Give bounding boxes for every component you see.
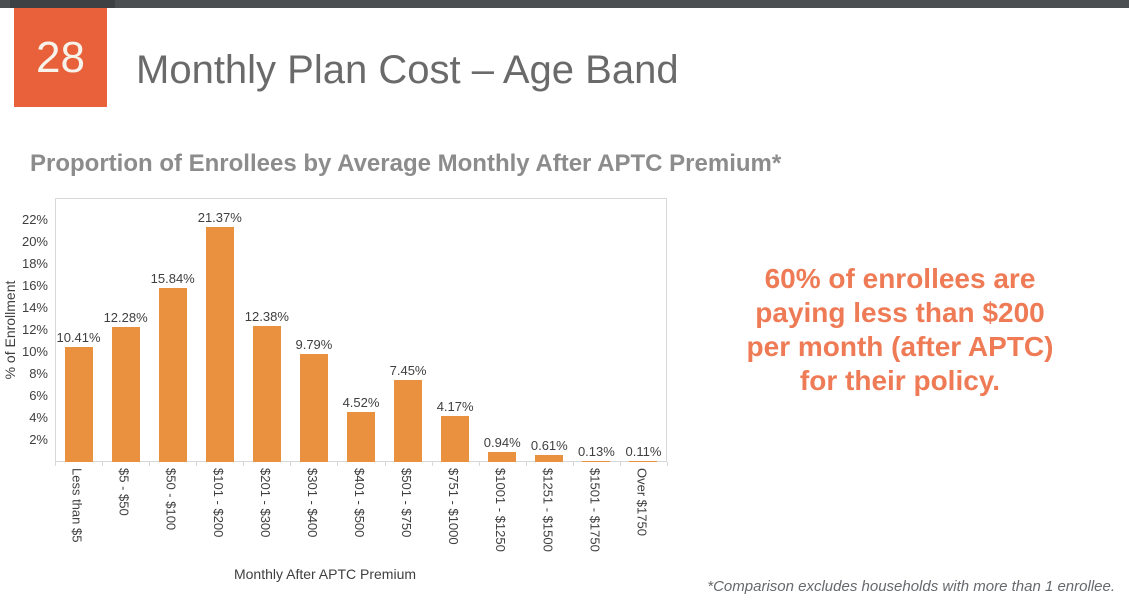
bar <box>488 451 517 462</box>
bar-value-label: 12.38% <box>244 308 289 324</box>
bar <box>299 354 328 462</box>
bar-value-label: 0.13% <box>577 443 615 459</box>
bar <box>252 325 281 462</box>
x-tick-mark <box>572 462 574 466</box>
bar-value-label: 21.37% <box>197 209 242 225</box>
x-tick-mark <box>337 462 339 466</box>
x-tick-label: Less than $5 <box>69 468 85 543</box>
slide-number: 28 <box>36 32 85 82</box>
bar-value-label: 0.94% <box>483 434 521 450</box>
x-tick-label: $751 - $1000 <box>446 468 462 545</box>
x-tick-label: $101 - $200 <box>210 468 226 538</box>
y-tick-label: 4% <box>29 410 48 425</box>
x-tick-label: $1001 - $1250 <box>493 468 509 552</box>
bar <box>111 326 140 462</box>
bar-value-label: 9.79% <box>295 337 333 353</box>
x-tick-mark <box>384 462 386 466</box>
x-tick-mark <box>667 462 668 466</box>
x-tick-mark <box>290 462 292 466</box>
bar-value-label: 10.41% <box>56 330 101 346</box>
y-tick-label: 16% <box>21 278 48 293</box>
bar <box>205 226 234 462</box>
x-tick-label: $1251 - $1500 <box>540 468 556 552</box>
x-tick-mark <box>431 462 433 466</box>
slide-number-box: 28 <box>14 8 107 107</box>
y-tick-label: 8% <box>29 366 48 381</box>
x-tick-mark <box>196 462 198 466</box>
bar-value-label: 15.84% <box>150 270 195 286</box>
y-tick-label: 12% <box>21 322 48 337</box>
y-tick-label: 6% <box>29 388 48 403</box>
x-tick-label: $5 - $50 <box>116 468 132 516</box>
top-accent-bar-dark-segment <box>10 0 115 8</box>
x-tick-mark <box>619 462 621 466</box>
callout-text: 60% of enrollees are paying less than $2… <box>746 263 1054 396</box>
x-tick-mark <box>478 462 480 466</box>
x-tick-mark <box>243 462 245 466</box>
y-tick-label: 20% <box>21 234 48 249</box>
bar <box>582 460 611 462</box>
y-tick-label: 2% <box>29 432 48 447</box>
y-tick-label: 18% <box>21 256 48 271</box>
footnote: *Comparison excludes households with mor… <box>707 578 1115 595</box>
y-tick-label: 22% <box>21 212 48 227</box>
x-tick-mark <box>102 462 104 466</box>
bar-value-label: 12.28% <box>103 309 148 325</box>
bar <box>629 460 658 462</box>
bar <box>64 347 93 462</box>
chart-title: Proportion of Enrollees by Average Month… <box>30 150 782 177</box>
x-tick-label: $201 - $300 <box>257 468 273 538</box>
x-tick-label: Over $1750 <box>634 468 650 536</box>
x-tick-mark <box>55 462 56 466</box>
top-accent-bar <box>0 0 1129 8</box>
x-tick-label: $50 - $100 <box>163 468 179 531</box>
bar <box>441 416 470 462</box>
bar <box>535 455 564 462</box>
x-tick-mark <box>149 462 151 466</box>
x-axis-title: Monthly After APTC Premium <box>233 566 417 582</box>
x-tick-label: $501 - $750 <box>399 468 415 538</box>
y-tick-label: 10% <box>21 344 48 359</box>
y-tick-label: 14% <box>21 300 48 315</box>
bar-value-label: 4.52% <box>342 395 380 411</box>
page-title: Monthly Plan Cost – Age Band <box>136 48 679 92</box>
bar <box>158 287 187 462</box>
bar-value-label: 0.11% <box>625 443 662 459</box>
bar-value-label: 0.61% <box>530 438 568 454</box>
x-tick-label: $401 - $500 <box>352 468 367 538</box>
x-tick-label: $1501 - $1750 <box>587 468 603 552</box>
x-tick-label: $301 - $400 <box>304 468 320 538</box>
bar-value-label: 7.45% <box>389 363 427 379</box>
x-tick-mark <box>525 462 527 466</box>
bar-value-label: 4.17% <box>436 399 474 415</box>
bar <box>394 380 423 462</box>
bar <box>347 412 375 462</box>
